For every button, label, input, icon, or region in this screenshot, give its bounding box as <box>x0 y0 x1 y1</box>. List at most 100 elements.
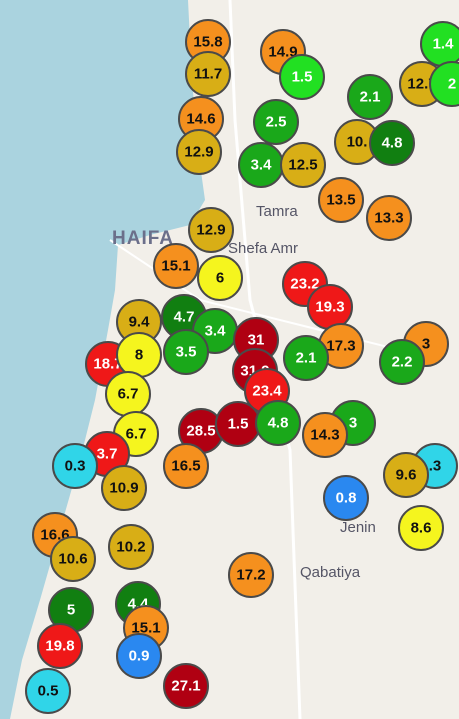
marker-label: 0.5 <box>38 683 59 700</box>
marker-label: 9.6 <box>396 467 417 484</box>
marker-circle <box>163 663 209 709</box>
marker-circle <box>101 465 147 511</box>
marker-circle <box>379 339 425 385</box>
marker-label: 12.7 <box>407 76 436 93</box>
marker[interactable]: 9.6 <box>383 452 429 498</box>
marker-circle <box>108 524 154 570</box>
marker-label: 23.2 <box>290 276 319 293</box>
marker-label: 10.2 <box>116 539 145 556</box>
marker-circle <box>383 452 429 498</box>
marker[interactable]: 3.5 <box>163 329 209 375</box>
marker[interactable]: 27.1 <box>163 663 209 709</box>
marker[interactable]: 13.3 <box>366 195 412 241</box>
marker[interactable]: 2.1 <box>283 335 329 381</box>
marker[interactable]: 2 <box>429 61 459 107</box>
marker[interactable]: 17.3 <box>318 323 364 369</box>
marker[interactable]: 0.5 <box>25 668 71 714</box>
marker-label: 0.3 <box>65 458 86 475</box>
marker[interactable]: 3.4 <box>238 142 284 188</box>
marker[interactable]: 8 <box>116 332 162 378</box>
marker[interactable]: 10.6 <box>50 536 96 582</box>
marker[interactable]: 6.7 <box>105 371 151 417</box>
marker-label: 13.3 <box>374 210 403 227</box>
marker[interactable]: 1.4 <box>420 21 459 67</box>
marker-circle <box>366 195 412 241</box>
marker-label: 31 <box>248 332 265 349</box>
marker-label: 4.7 <box>174 309 195 326</box>
marker[interactable]: 15.1 <box>153 243 199 289</box>
marker-circle <box>398 505 444 551</box>
marker[interactable]: 10.9 <box>101 465 147 511</box>
place-label: HAIFA <box>112 228 174 249</box>
marker-label: 6.7 <box>118 386 139 403</box>
marker-label: 10. <box>347 134 368 151</box>
marker-circle <box>52 443 98 489</box>
marker-circle <box>347 74 393 120</box>
marker-circle <box>188 207 234 253</box>
marker[interactable]: 28.5 <box>178 408 224 454</box>
marker-circle <box>163 443 209 489</box>
marker-label: 18.7 <box>93 356 122 373</box>
marker[interactable]: 19.3 <box>307 284 353 330</box>
marker[interactable]: 1.5 <box>215 401 261 447</box>
marker[interactable]: 8.6 <box>398 505 444 551</box>
marker[interactable]: 12.9 <box>188 207 234 253</box>
marker-circle <box>116 633 162 679</box>
marker[interactable]: 10.2 <box>108 524 154 570</box>
marker-label: 0.8 <box>336 490 357 507</box>
marker[interactable]: 11.7 <box>185 51 231 97</box>
marker[interactable]: 19.8 <box>37 623 83 669</box>
marker-label: 12.5 <box>288 157 317 174</box>
marker-label: 0.9 <box>129 648 150 665</box>
marker-label: 3.4 <box>205 323 227 340</box>
marker-circle <box>25 668 71 714</box>
marker-circle <box>255 400 301 446</box>
marker-label: 23.4 <box>252 383 282 400</box>
marker[interactable]: 12.9 <box>176 129 222 175</box>
marker[interactable]: 5 <box>48 587 94 633</box>
markers: 15.8 14.9 1.4 11.7 1.5 12.7 2 2.1 14.6 2.5 10. 4.8 1… <box>25 19 459 714</box>
marker[interactable]: 12.5 <box>280 142 326 188</box>
marker[interactable]: 2.1 <box>347 74 393 120</box>
marker-label: 8 <box>135 347 143 364</box>
marker[interactable]: 6 <box>197 255 243 301</box>
marker[interactable]: 17.2 <box>228 552 274 598</box>
marker-label: 2.5 <box>266 114 287 131</box>
marker[interactable]: 2.2 <box>379 339 425 385</box>
marker-label: 3.5 <box>176 344 197 361</box>
marker-label: 15.8 <box>193 34 222 51</box>
marker[interactable]: 16.5 <box>163 443 209 489</box>
marker[interactable]: 0.8 <box>323 475 369 521</box>
marker-circle <box>197 255 243 301</box>
marker-label: 17.3 <box>326 338 355 355</box>
marker-label: 19.8 <box>45 638 74 655</box>
marker-circle <box>369 120 415 166</box>
marker-label: 14.6 <box>186 111 215 128</box>
marker[interactable]: 2.5 <box>253 99 299 145</box>
marker-label: 14.9 <box>268 44 297 61</box>
marker-label: 3 <box>349 415 357 432</box>
marker[interactable]: 1.5 <box>279 54 325 100</box>
marker-label: 1.5 <box>292 69 313 86</box>
marker-label: 15.1 <box>161 258 190 275</box>
marker[interactable]: 15.8 <box>185 19 231 65</box>
marker[interactable]: 4.8 <box>255 400 301 446</box>
marker-label: 17.2 <box>236 567 265 584</box>
marker-label: 11.7 <box>194 66 222 83</box>
marker-label: 2.2 <box>392 354 413 371</box>
marker-label: 16.5 <box>171 458 200 475</box>
marker-circle <box>50 536 96 582</box>
marker[interactable]: 0.3 <box>52 443 98 489</box>
marker-label: 14.3 <box>310 427 339 444</box>
marker-circle <box>163 329 209 375</box>
marker[interactable]: 0.9 <box>116 633 162 679</box>
marker-circle <box>302 412 348 458</box>
place-label: Jenin <box>340 519 376 536</box>
marker[interactable]: 14.3 <box>302 412 348 458</box>
marker-label: 3 <box>422 336 430 353</box>
marker[interactable]: 10. <box>334 119 380 165</box>
marker[interactable]: 13.5 <box>318 177 364 223</box>
marker-circle <box>253 99 299 145</box>
marker[interactable]: 4.8 <box>369 120 415 166</box>
marker-circle <box>153 243 199 289</box>
